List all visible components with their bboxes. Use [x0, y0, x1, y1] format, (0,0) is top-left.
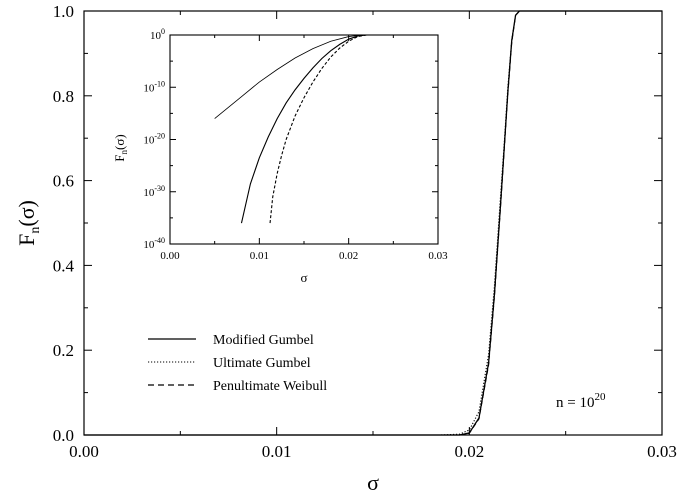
legend-label-ultimate-gumbel: Ultimate Gumbel — [213, 356, 311, 371]
main-y-tick-label: 1.0 — [53, 2, 74, 21]
inset-x-tick-label: 0.03 — [428, 250, 448, 262]
main-y-axis-label: Fn(σ) — [14, 200, 43, 246]
main-x-tick-label: 0.00 — [69, 442, 99, 461]
inset-x-tick-label: 0.01 — [250, 250, 269, 262]
legend-label-modified-gumbel: Modified Gumbel — [213, 333, 314, 348]
inset-x-tick-label: 0.02 — [339, 250, 358, 262]
inset-y-tick-label: 10-30 — [143, 184, 165, 199]
main-x-tick-label: 0.02 — [454, 442, 484, 461]
main-x-tick-label: 0.01 — [262, 442, 292, 461]
inset-y-tick-label: 10-20 — [143, 132, 165, 147]
legend-label-penultimate-weibull: Penultimate Weibull — [213, 379, 327, 394]
inset-axis-ticks: 0.00 0.01 0.02 0.03 100 10-10 10-20 10-30 10-40 — [143, 27, 448, 262]
main-y-tick-label: 0.2 — [53, 341, 74, 360]
inset-x-axis-label: σ — [300, 270, 307, 285]
legend: Modified Gumbel Ultimate Gumbel Penultim… — [148, 333, 327, 394]
main-x-tick-label: 0.03 — [647, 442, 677, 461]
inset-series-line-0 — [240, 34, 438, 224]
inset-series-line-1 — [214, 34, 438, 119]
inset-x-tick-label: 0.00 — [160, 250, 180, 262]
sample-size-annotation: n = 1020 — [556, 391, 606, 411]
main-y-tick-label: 0.0 — [53, 426, 74, 445]
inset-y-tick-label: 100 — [150, 27, 165, 42]
main-y-tick-label: 0.8 — [53, 87, 74, 106]
inset-y-axis-label: Fn(σ) — [112, 134, 129, 161]
main-series-line-2 — [84, 10, 662, 436]
inset-plot-frame — [169, 34, 439, 245]
main-y-tick-label: 0.4 — [53, 256, 75, 275]
inset-y-tick-label: 10-40 — [143, 236, 165, 251]
main-y-tick-label: 0.6 — [53, 172, 74, 191]
main-x-axis-label: σ — [367, 470, 379, 494]
inset-series-line-2 — [269, 34, 438, 224]
main-series-group — [84, 10, 662, 436]
inset-y-tick-label: 10-10 — [143, 79, 165, 94]
inset-series-group — [214, 34, 438, 224]
